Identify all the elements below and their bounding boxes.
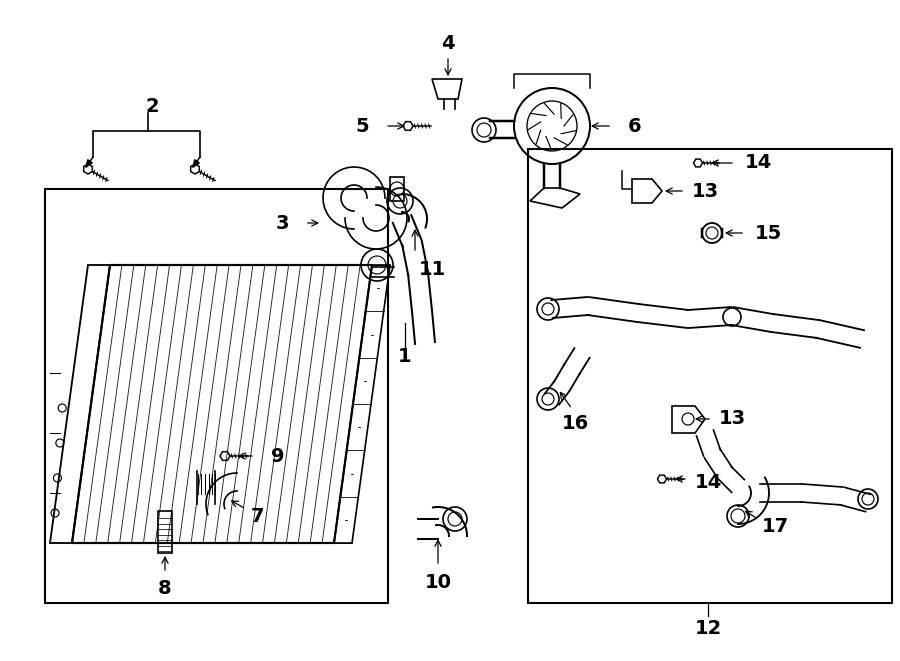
Text: 6: 6	[628, 116, 642, 136]
Text: 11: 11	[418, 260, 446, 278]
Text: 4: 4	[441, 34, 454, 52]
Bar	[45, 189, 388, 603]
Text: 3: 3	[275, 214, 289, 233]
Text: 10: 10	[425, 574, 452, 592]
Text: 16: 16	[562, 414, 589, 432]
Bar	[390, 177, 404, 201]
Text: 7: 7	[251, 506, 265, 525]
Text: 15: 15	[754, 223, 781, 243]
Text: 9: 9	[271, 446, 284, 465]
Text: 5: 5	[356, 116, 369, 136]
Text: 14: 14	[744, 153, 771, 173]
Text: 13: 13	[691, 182, 718, 200]
Text: 13: 13	[718, 410, 745, 428]
Text: 17: 17	[761, 516, 788, 535]
Text: 2: 2	[145, 97, 158, 116]
Polygon shape	[86, 160, 93, 167]
Text: 12: 12	[695, 619, 722, 639]
Polygon shape	[193, 160, 199, 167]
Text: 8: 8	[158, 580, 172, 598]
Bar	[158, 511, 172, 553]
Text: 1: 1	[398, 346, 412, 366]
Bar	[528, 149, 892, 603]
Text: 14: 14	[695, 473, 722, 492]
